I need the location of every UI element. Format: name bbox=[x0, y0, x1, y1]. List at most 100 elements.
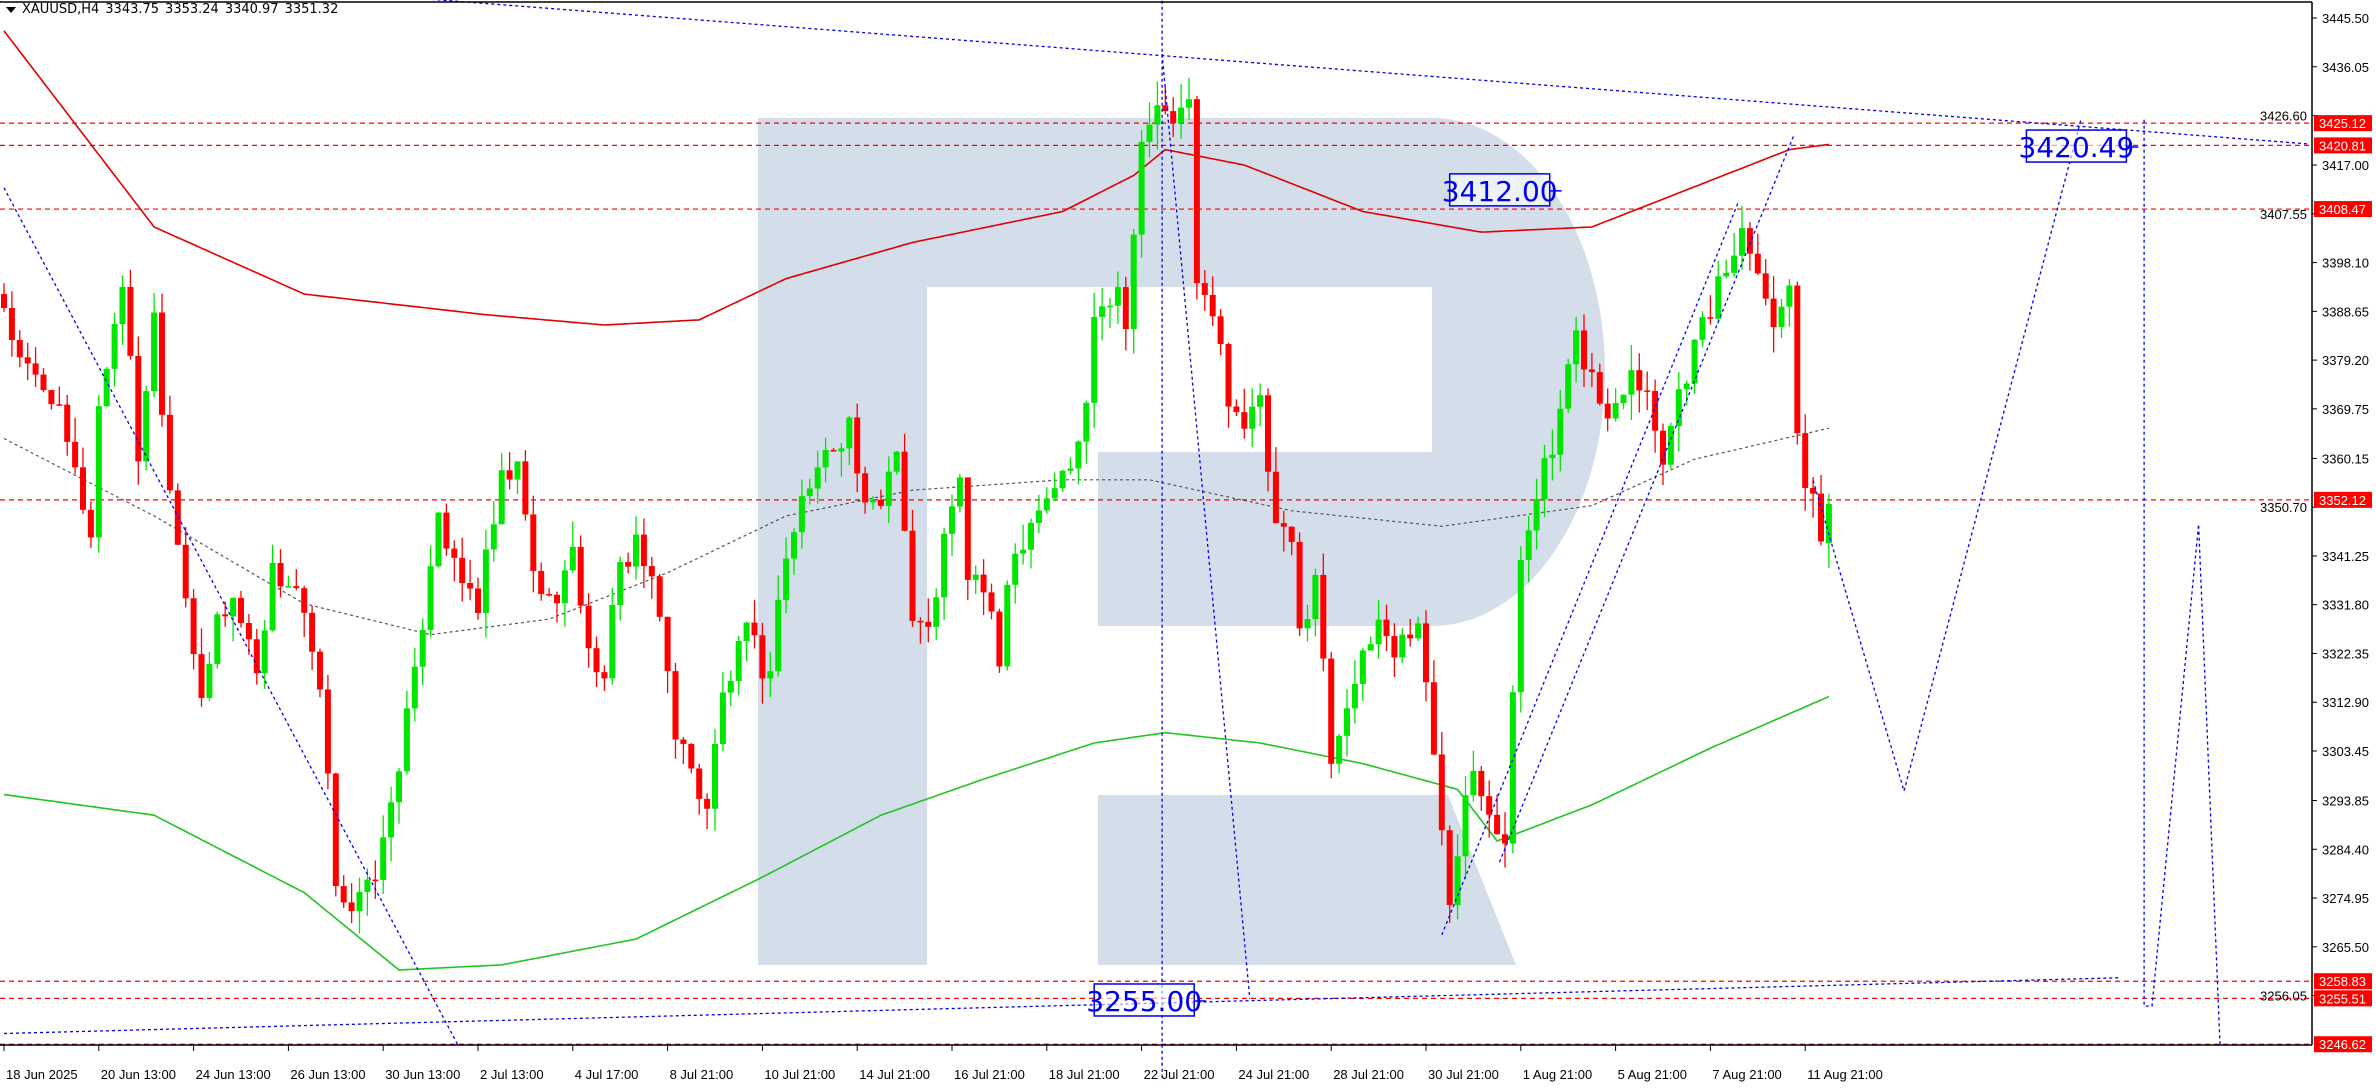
bearish-candle bbox=[1660, 430, 1666, 465]
bearish-candle bbox=[1225, 344, 1232, 407]
bullish-candle bbox=[1620, 394, 1627, 404]
dropdown-triangle-icon[interactable] bbox=[6, 6, 16, 13]
bearish-candle bbox=[830, 449, 837, 452]
price-level-badge-text: 3255.51 bbox=[2319, 991, 2366, 1006]
bearish-candle bbox=[1265, 395, 1271, 472]
trend-line bbox=[1498, 134, 1795, 863]
time-tick-label: 24 Jul 21:00 bbox=[1238, 1067, 1309, 1082]
bullish-candle bbox=[806, 488, 813, 497]
bullish-candle bbox=[1509, 692, 1516, 844]
trend-line bbox=[1161, 54, 1251, 999]
bullish-candle bbox=[1146, 124, 1153, 142]
bullish-candle bbox=[949, 506, 955, 534]
bullish-candle bbox=[633, 534, 639, 567]
bullish-candle bbox=[95, 406, 102, 538]
price-tick-label: 3312.90 bbox=[2322, 695, 2369, 710]
bearish-candle bbox=[1802, 433, 1809, 488]
bullish-candle bbox=[388, 802, 395, 838]
bullish-candle bbox=[1186, 99, 1192, 108]
bearish-candle bbox=[1280, 523, 1287, 527]
bullish-candle bbox=[814, 467, 821, 489]
bullish-candle bbox=[846, 417, 853, 449]
time-tick-label: 10 Jul 21:00 bbox=[764, 1067, 835, 1082]
bullish-candle bbox=[1367, 644, 1374, 651]
time-tick-label: 7 Aug 21:00 bbox=[1712, 1067, 1781, 1082]
bearish-candle bbox=[522, 461, 529, 515]
bearish-candle bbox=[1486, 796, 1493, 815]
bearish-candle bbox=[1233, 406, 1240, 413]
bullish-candle bbox=[893, 451, 900, 472]
moving-average-line bbox=[3, 427, 1830, 636]
bearish-candle bbox=[1383, 619, 1390, 637]
bearish-candle bbox=[293, 586, 300, 589]
bullish-candle bbox=[1683, 383, 1690, 390]
bullish-candle bbox=[1715, 276, 1722, 319]
bullish-candle bbox=[1699, 317, 1706, 340]
price-level-badge-text: 3258.83 bbox=[2319, 974, 2366, 989]
bearish-candle bbox=[80, 467, 86, 510]
bullish-candle bbox=[727, 680, 734, 693]
bearish-candle bbox=[56, 404, 63, 406]
price-level-badge-text: 3352.12 bbox=[2319, 493, 2366, 508]
price-tick-label: 3436.05 bbox=[2322, 60, 2369, 75]
forecast-path bbox=[1812, 119, 2082, 794]
bearish-candle bbox=[475, 588, 481, 613]
bullish-candle bbox=[285, 586, 292, 588]
bearish-candle bbox=[1320, 574, 1327, 659]
bearish-candle bbox=[1241, 412, 1248, 429]
bullish-candle bbox=[743, 622, 750, 642]
bullish-candle bbox=[1075, 441, 1082, 469]
bearish-candle bbox=[1288, 526, 1295, 542]
bullish-candle bbox=[838, 448, 845, 452]
bullish-candle bbox=[609, 604, 616, 679]
bullish-candle bbox=[972, 574, 979, 580]
price-level-badge-text: 3420.81 bbox=[2319, 138, 2366, 153]
bullish-candle bbox=[396, 771, 402, 803]
bullish-candle bbox=[1257, 395, 1264, 407]
bullish-candle bbox=[1628, 370, 1635, 395]
time-tick-label: 20 Jun 13:00 bbox=[101, 1067, 176, 1082]
bullish-candle bbox=[1667, 426, 1674, 465]
bearish-candle bbox=[245, 623, 252, 640]
bullish-candle bbox=[1004, 584, 1011, 667]
time-tick-label: 5 Aug 21:00 bbox=[1618, 1067, 1687, 1082]
price-tick-label: 3369.75 bbox=[2322, 402, 2369, 417]
bullish-candle bbox=[1012, 553, 1019, 585]
bullish-candle bbox=[798, 496, 805, 533]
bearish-candle bbox=[964, 477, 971, 580]
bearish-candle bbox=[688, 743, 695, 769]
bearish-candle bbox=[451, 548, 458, 558]
bullish-candle bbox=[103, 368, 110, 407]
bullish-candle bbox=[1304, 619, 1311, 629]
bearish-candle bbox=[1754, 253, 1761, 274]
bearish-candle bbox=[1162, 105, 1169, 112]
bearish-candle bbox=[862, 473, 869, 503]
bearish-candle bbox=[1328, 658, 1335, 764]
bullish-candle bbox=[1249, 406, 1256, 429]
bearish-candle bbox=[348, 902, 355, 912]
chart-header: XAUUSD,H4 3343.75 3353.24 3340.97 3351.32 bbox=[6, 2, 344, 17]
bearish-candle bbox=[1272, 471, 1279, 524]
bullish-candle bbox=[1565, 364, 1572, 409]
bearish-candle bbox=[1818, 493, 1824, 542]
bullish-candle bbox=[1344, 708, 1350, 736]
bearish-candle bbox=[640, 534, 647, 567]
bearish-candle bbox=[593, 648, 600, 673]
price-level-badge-text: 3408.47 bbox=[2319, 202, 2366, 217]
time-tick-label: 18 Jul 21:00 bbox=[1049, 1067, 1120, 1082]
bearish-candle bbox=[1636, 370, 1643, 391]
bearish-candle bbox=[672, 671, 679, 740]
time-tick-label: 22 Jul 21:00 bbox=[1144, 1067, 1215, 1082]
bullish-candle bbox=[1028, 522, 1034, 550]
bearish-candle bbox=[332, 773, 339, 887]
bearish-candle bbox=[182, 544, 189, 599]
price-level-badge bbox=[2314, 137, 2372, 154]
bearish-candle bbox=[538, 570, 545, 595]
bearish-candle bbox=[1502, 834, 1508, 844]
bearish-candle bbox=[917, 620, 924, 623]
bullish-candle bbox=[1557, 408, 1564, 455]
bullish-candle bbox=[1675, 389, 1682, 427]
bullish-candle bbox=[1399, 634, 1406, 658]
bearish-candle bbox=[901, 451, 908, 531]
